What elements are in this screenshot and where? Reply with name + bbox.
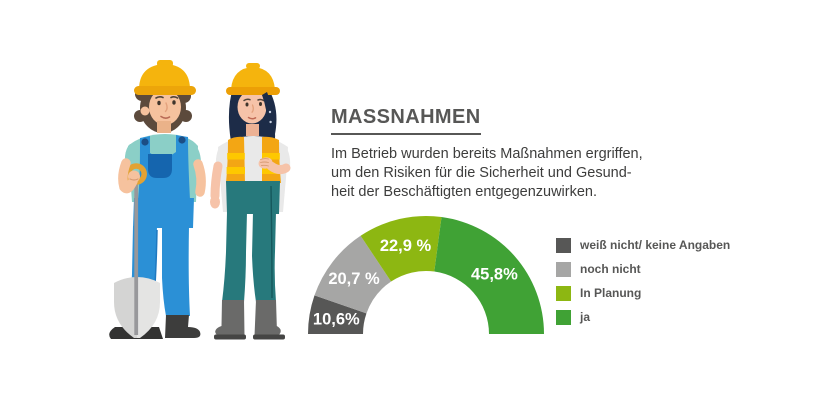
man-ear xyxy=(140,106,150,116)
man-right-arm xyxy=(118,158,140,194)
worker-woman-illustration xyxy=(210,63,291,340)
legend-swatch-0 xyxy=(556,237,571,253)
man-neck xyxy=(157,121,171,133)
legend-label-1: noch nicht xyxy=(580,262,641,276)
donut-segment-value-0: 10,6% xyxy=(313,310,360,328)
woman-left-arm xyxy=(258,157,291,175)
chart-subtitle: Im Betrieb wurden bereits Maßnahmen ergr… xyxy=(331,146,643,200)
man-left-arm xyxy=(193,159,206,197)
legend-item-1: noch nicht xyxy=(556,257,730,281)
donut-segment-0 xyxy=(308,295,367,334)
shovel-shaft xyxy=(134,183,139,335)
worker-man-illustration xyxy=(109,60,206,339)
legend-swatch-3 xyxy=(556,309,571,325)
legend-swatch-1 xyxy=(556,261,571,277)
man-right-boot xyxy=(165,315,201,338)
donut-labels: 10,6% 20,7 %22,9 % 45,8% xyxy=(313,237,518,329)
woman-boots xyxy=(214,300,285,340)
shovel-blade xyxy=(137,277,160,338)
woman-pants xyxy=(222,181,280,302)
legend-item-3: ja xyxy=(556,305,730,329)
legend-item-2: In Planung xyxy=(556,281,730,305)
man-chest-pocket xyxy=(148,154,172,178)
workers-illustration xyxy=(109,60,291,340)
legend-label-0: weiß nicht/ keine Angaben xyxy=(580,238,731,252)
woman-right-arm xyxy=(210,161,223,209)
donut-segment-3 xyxy=(434,217,544,334)
donut-segment-value-1: 20,7 % xyxy=(328,270,380,288)
legend-item-0: weiß nicht/ keine Angaben xyxy=(556,233,730,257)
legend-label-2: In Planung xyxy=(580,286,642,300)
woman-hair-strand xyxy=(262,92,274,145)
man-face-features xyxy=(155,96,179,119)
woman-neck xyxy=(246,124,259,136)
chart-title: MASSNAHMEN xyxy=(331,106,481,135)
semi-donut-chart: 10,6% 20,7 %22,9 % 45,8% xyxy=(308,216,544,334)
woman-face xyxy=(237,90,267,124)
donut-segment-value-3: 45,8% xyxy=(471,266,518,284)
donut-segment-1 xyxy=(314,235,392,314)
donut-segment-2 xyxy=(360,216,442,282)
shovel xyxy=(114,163,160,338)
legend-label-3: ja xyxy=(580,310,591,324)
donut-segments xyxy=(308,216,544,334)
woman-face-features xyxy=(243,98,265,120)
man-hard-hat-icon xyxy=(134,60,196,95)
woman-hard-hat-icon xyxy=(226,63,280,95)
donut-segment-value-2: 22,9 % xyxy=(380,237,432,255)
legend-swatch-2 xyxy=(556,285,571,301)
chart-legend: weiß nicht/ keine Angaben noch nicht In Pl… xyxy=(556,233,730,329)
